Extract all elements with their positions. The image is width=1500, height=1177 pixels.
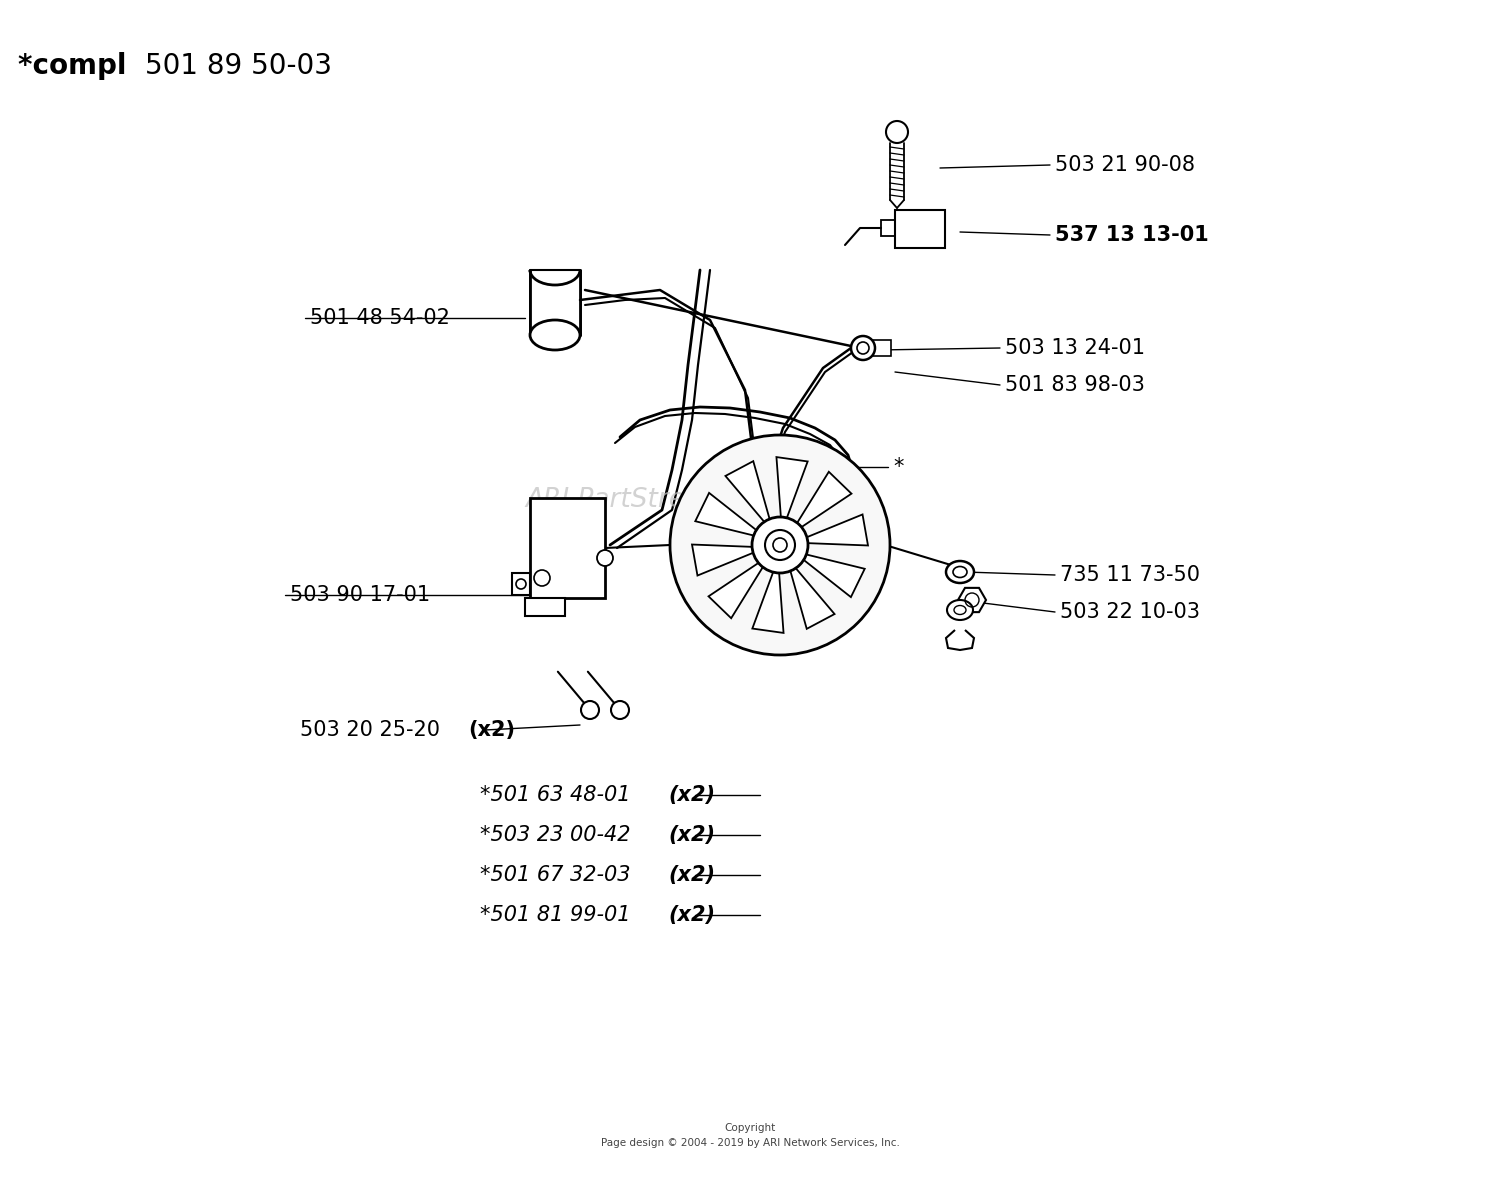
- Polygon shape: [807, 514, 868, 545]
- Text: 503 20 25-20: 503 20 25-20: [300, 720, 447, 740]
- Text: *: *: [892, 457, 903, 477]
- Polygon shape: [753, 572, 783, 633]
- Bar: [530, 270, 580, 335]
- Polygon shape: [692, 545, 753, 576]
- Polygon shape: [696, 493, 756, 536]
- Text: ARI PartStream™: ARI PartStream™: [526, 487, 754, 513]
- Text: 503 90 17-01: 503 90 17-01: [290, 585, 430, 605]
- Text: (x2): (x2): [668, 865, 716, 885]
- Circle shape: [610, 701, 628, 719]
- Polygon shape: [804, 554, 864, 597]
- Text: 501 89 50-03: 501 89 50-03: [146, 52, 332, 80]
- Polygon shape: [708, 563, 764, 618]
- Text: *501 63 48-01: *501 63 48-01: [480, 785, 638, 805]
- Text: 503 22 10-03: 503 22 10-03: [1060, 601, 1200, 621]
- Bar: [880, 220, 896, 237]
- Ellipse shape: [530, 320, 580, 350]
- Circle shape: [850, 335, 874, 360]
- Text: (x2): (x2): [468, 720, 514, 740]
- Circle shape: [534, 570, 550, 586]
- Polygon shape: [796, 472, 852, 527]
- Text: (x2): (x2): [668, 905, 716, 925]
- Text: *compl: *compl: [18, 52, 136, 80]
- Text: 503 21 90-08: 503 21 90-08: [1054, 155, 1196, 175]
- Bar: [512, 573, 530, 596]
- Circle shape: [752, 517, 808, 573]
- Circle shape: [886, 121, 908, 142]
- Text: Copyright
Page design © 2004 - 2019 by ARI Network Services, Inc.: Copyright Page design © 2004 - 2019 by A…: [600, 1123, 900, 1148]
- Text: *503 23 00-42: *503 23 00-42: [480, 825, 638, 845]
- Text: (x2): (x2): [668, 825, 716, 845]
- Text: *501 81 99-01: *501 81 99-01: [480, 905, 638, 925]
- Bar: [525, 598, 566, 616]
- Bar: [530, 498, 605, 598]
- Text: (x2): (x2): [668, 785, 716, 805]
- Text: 501 48 54-02: 501 48 54-02: [310, 308, 450, 328]
- Text: *501 67 32-03: *501 67 32-03: [480, 865, 638, 885]
- Ellipse shape: [946, 600, 974, 620]
- Text: 501 83 98-03: 501 83 98-03: [1005, 375, 1144, 395]
- Circle shape: [580, 701, 598, 719]
- Bar: [873, 340, 891, 355]
- Text: 503 13 24-01: 503 13 24-01: [1005, 338, 1144, 358]
- Polygon shape: [726, 461, 770, 521]
- Bar: [896, 210, 945, 248]
- Circle shape: [597, 550, 613, 566]
- Circle shape: [670, 435, 890, 654]
- Text: 735 11 73-50: 735 11 73-50: [1060, 565, 1200, 585]
- Polygon shape: [777, 457, 807, 518]
- Polygon shape: [790, 568, 834, 629]
- Ellipse shape: [946, 561, 974, 583]
- Text: 537 13 13-01: 537 13 13-01: [1054, 225, 1209, 245]
- Polygon shape: [958, 587, 986, 612]
